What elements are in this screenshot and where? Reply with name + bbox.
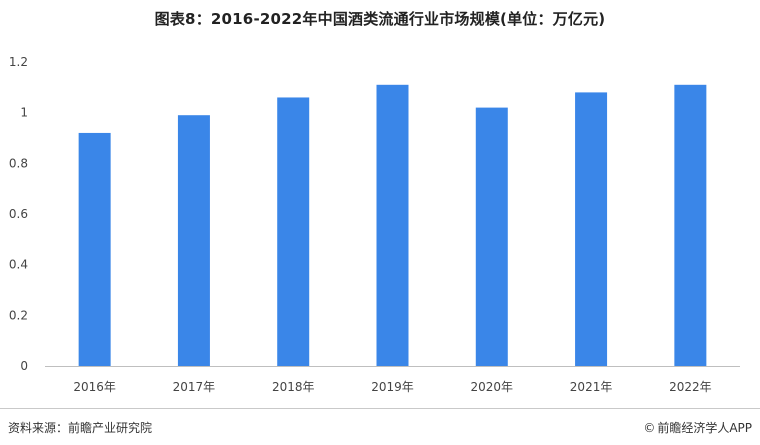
bars xyxy=(78,84,707,367)
bar-chart: 00.20.40.60.811.2 2016年 2017年 2018年 2019年 20… xyxy=(9,55,740,394)
x-axis: 2016年 2017年 2018年 2019年 2020年 2021年 2022年 xyxy=(45,366,740,394)
source-note: 资料来源：前瞻产业研究院 xyxy=(8,421,153,435)
x-tick-label: 2016年 xyxy=(73,380,116,394)
bar-2022年 xyxy=(674,84,707,367)
y-tick-label: 1 xyxy=(20,106,28,120)
bar-2019年 xyxy=(376,84,409,367)
bar-2018年 xyxy=(277,97,310,366)
y-axis: 0 0.2 0.4 0.6 0.8 1 1.2 xyxy=(9,55,28,373)
copyright-icon: © xyxy=(643,421,656,435)
footer: 资料来源：前瞻产业研究院 © 前瞻经济学人APP xyxy=(0,408,760,445)
y-tick-label: 1.2 xyxy=(9,55,28,69)
x-tick-label: 2017年 xyxy=(173,380,216,394)
y-tick-label: 0.4 xyxy=(9,258,28,272)
bar-2016年 xyxy=(78,132,111,366)
bar-2021年 xyxy=(575,92,608,367)
chart-title: 图表8：2016-2022年中国酒类流通行业市场规模(单位：万亿元) xyxy=(154,10,606,28)
x-tick-label: 2020年 xyxy=(471,380,514,394)
y-tick-label: 0.6 xyxy=(9,207,28,221)
y-tick-label: 0.8 xyxy=(9,156,28,170)
bar-2017年 xyxy=(177,115,210,366)
y-tick-label: 0.2 xyxy=(9,308,28,322)
y-tick-label: 0 xyxy=(20,359,28,373)
x-tick-label: 2022年 xyxy=(669,380,712,394)
x-tick-label: 2021年 xyxy=(570,380,613,394)
x-tick-label: 2019年 xyxy=(371,380,414,394)
x-tick-label: 2018年 xyxy=(272,380,315,394)
bar-2020年 xyxy=(475,107,508,366)
brand-text: 前瞻经济学人APP xyxy=(657,421,752,435)
brand-label: © 前瞻经济学人APP xyxy=(643,419,752,436)
